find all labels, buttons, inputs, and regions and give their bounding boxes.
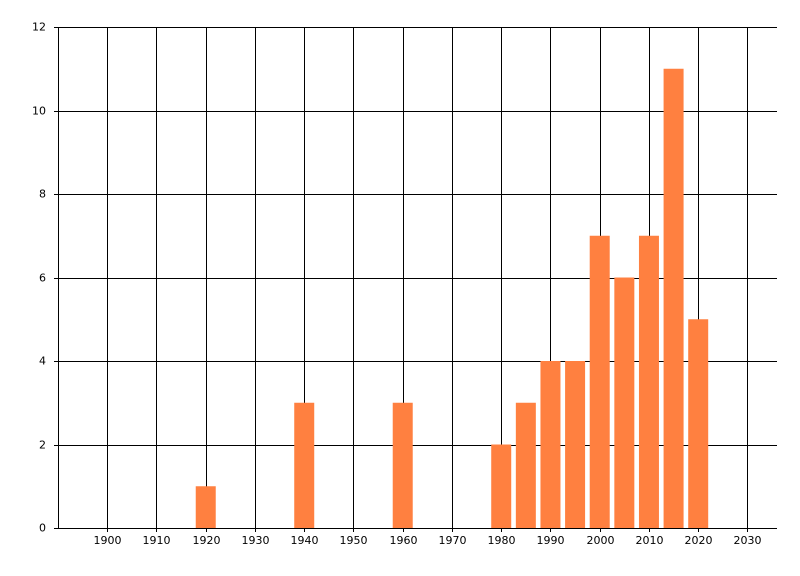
bar xyxy=(515,402,536,528)
bar xyxy=(565,361,586,528)
x-tick-label: 2000 xyxy=(587,534,615,547)
x-tick-label: 1950 xyxy=(340,534,368,547)
y-tick-label: 0 xyxy=(39,522,46,535)
bar xyxy=(195,486,216,528)
x-tick-label: 1900 xyxy=(94,534,122,547)
x-tick-label: 2030 xyxy=(734,534,762,547)
x-tick-label: 1990 xyxy=(537,534,565,547)
bar xyxy=(663,68,684,528)
x-tick-label: 2010 xyxy=(636,534,664,547)
x-tick-label: 1940 xyxy=(291,534,319,547)
bar xyxy=(688,319,709,528)
y-tick-label: 4 xyxy=(39,355,46,368)
x-tick-label: 1920 xyxy=(193,534,221,547)
x-tick-label: 1930 xyxy=(242,534,270,547)
y-tick-label: 8 xyxy=(39,188,46,201)
y-tick-label: 6 xyxy=(39,272,46,285)
bar xyxy=(614,277,635,528)
bar xyxy=(589,235,610,528)
bar xyxy=(540,361,561,528)
bar xyxy=(491,444,512,528)
y-tick-label: 12 xyxy=(32,21,46,34)
x-tick-label: 1960 xyxy=(390,534,418,547)
x-tick-label: 1910 xyxy=(143,534,171,547)
bar xyxy=(392,402,413,528)
y-tick-label: 10 xyxy=(32,105,46,118)
bar xyxy=(638,235,659,528)
y-tick-label: 2 xyxy=(39,439,46,452)
x-tick-label: 1980 xyxy=(488,534,516,547)
bar xyxy=(294,402,315,528)
x-tick-label: 2020 xyxy=(685,534,713,547)
x-tick-label: 1970 xyxy=(439,534,467,547)
